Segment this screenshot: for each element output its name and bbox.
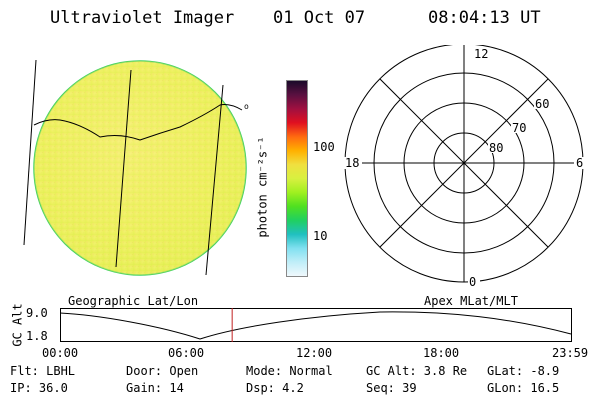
lat-label-80: 80 — [489, 141, 503, 155]
ip-info: IP: 36.0 — [10, 381, 68, 395]
colorbar-tick-100: 100 — [313, 140, 335, 154]
seq-info: Seq: 39 — [366, 381, 417, 395]
instrument-title: Ultraviolet Imager — [50, 8, 235, 28]
earth-uv-image: o — [23, 59, 249, 276]
longitude-line — [205, 84, 224, 276]
gain-info: Gain: 14 — [126, 381, 184, 395]
xtick-2359: 23:59 — [552, 346, 589, 360]
mlt-label-0: 0 — [469, 275, 476, 289]
dsp-info: Dsp: 4.2 — [246, 381, 304, 395]
date-label: 01 Oct 07 — [273, 8, 366, 28]
lat-label-70: 70 — [512, 121, 526, 135]
door-info: Door: Open — [126, 364, 199, 378]
mode-info: Mode: Normal — [246, 364, 333, 378]
geographic-label: Geographic Lat/Lon — [68, 294, 199, 308]
altitude-plot — [60, 308, 572, 342]
altitude-plot-frame — [60, 308, 572, 342]
colorbar — [286, 80, 308, 277]
lat-label-60: 60 — [535, 97, 549, 111]
xtick-1200: 12:00 — [296, 346, 333, 360]
glon-info: GLon: 16.5 — [487, 381, 560, 395]
filter-info: Flt: LBHL — [10, 364, 76, 378]
mlt-label-6: 6 — [576, 156, 583, 170]
mlt-label-18: 18 — [345, 156, 359, 170]
latitude-line — [33, 104, 243, 141]
altitude-ytick-min: 1.8 — [26, 329, 48, 343]
glat-info: GLat: -8.9 — [487, 364, 560, 378]
mlt-label-12: 12 — [474, 47, 488, 61]
lat-line-label: o — [244, 102, 249, 111]
xtick-0600: 06:00 — [168, 346, 205, 360]
colorbar-tick-10: 10 — [313, 229, 328, 243]
colorbar-unit-label: photon cm⁻²s⁻¹ — [255, 136, 270, 238]
longitude-line — [115, 69, 132, 268]
longitude-line — [23, 59, 37, 246]
altitude-curve — [60, 311, 572, 340]
apex-label: Apex MLat/MLT — [424, 294, 518, 308]
time-label: 08:04:13 UT — [428, 8, 541, 28]
gc-alt-info: GC Alt: 3.8 Re — [366, 364, 468, 378]
altitude-ylabel: GC Alt — [10, 303, 25, 347]
altitude-ytick-max: 9.0 — [26, 306, 48, 320]
xtick-1800: 18:00 — [423, 346, 460, 360]
polar-plot: 12 18 6 0 60 70 80 — [344, 45, 586, 289]
xtick-0000: 00:00 — [42, 346, 79, 360]
